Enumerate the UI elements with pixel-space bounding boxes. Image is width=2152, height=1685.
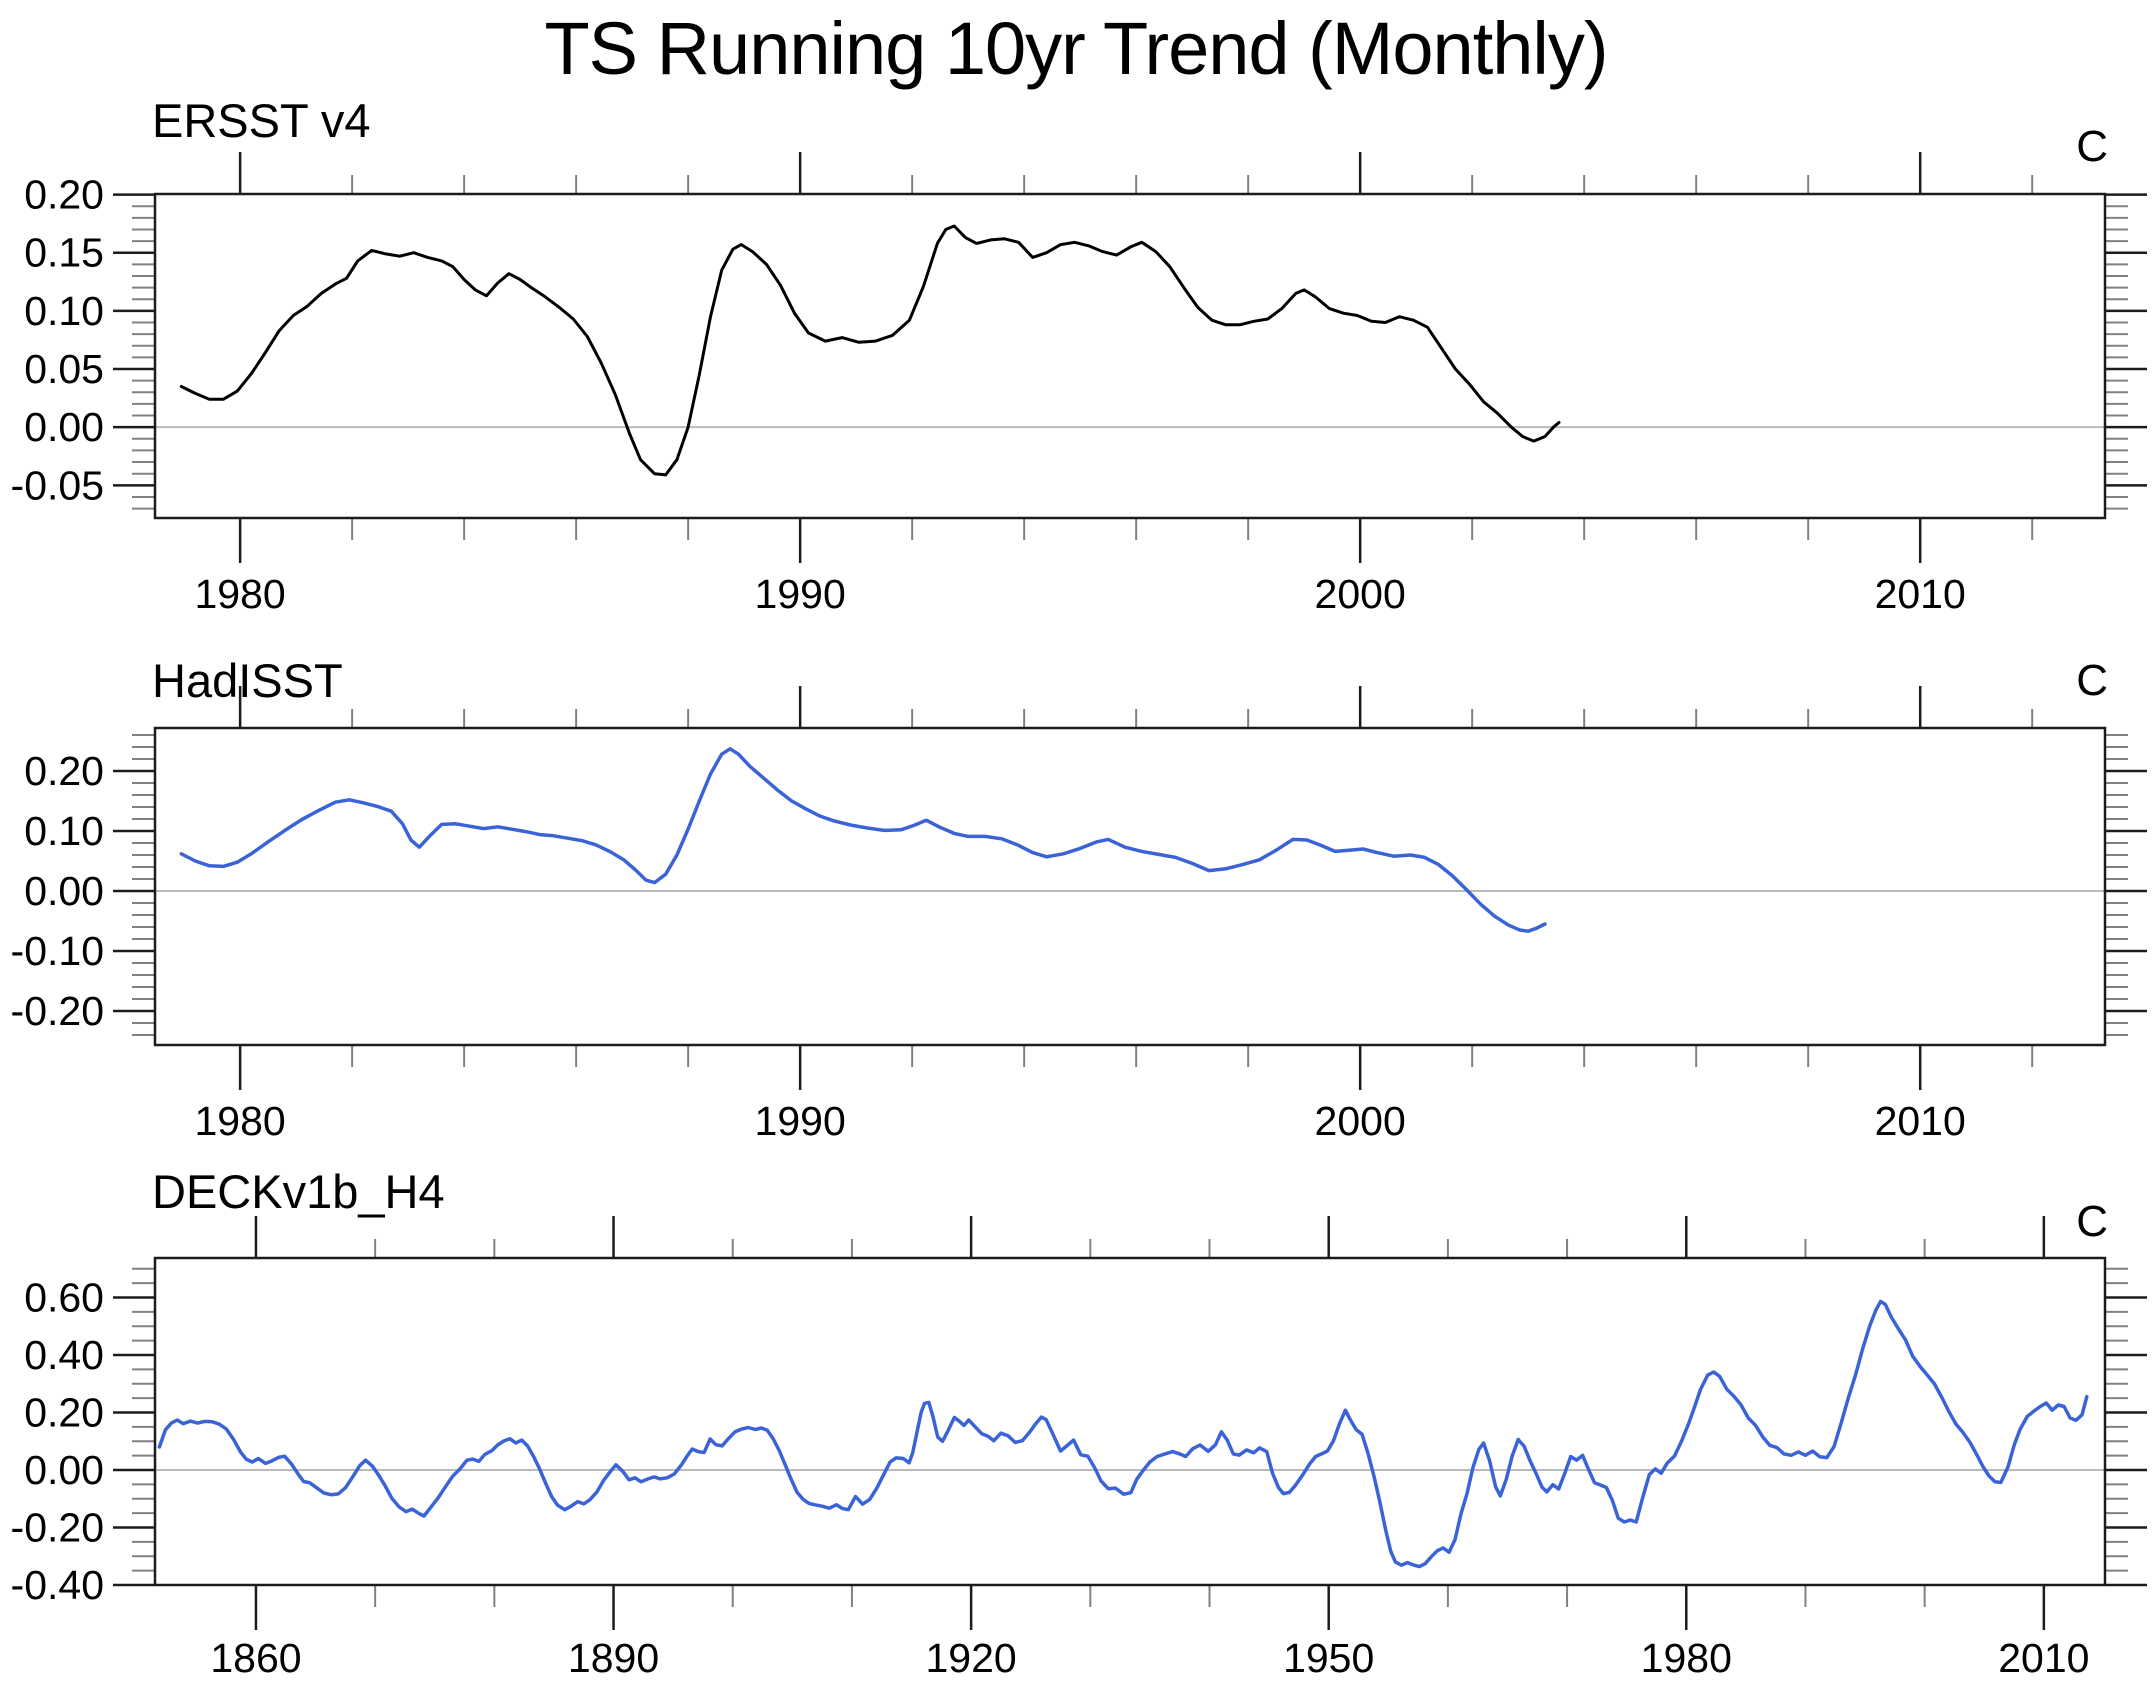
panel-2-x-tick-label: 1980 (195, 1098, 286, 1144)
panel-1-series-line (179, 224, 1561, 477)
panel-2-x-tick-label: 2010 (1875, 1098, 1966, 1144)
panel-3-frame (153, 1256, 2107, 1587)
panel-1-x-tick-label: 1980 (195, 571, 286, 617)
panel-2-y-tick-label: 0.20 (24, 748, 104, 794)
panel-1-y-tick-label: 0.10 (24, 288, 104, 334)
panel-1-y-tick-label: 0.05 (24, 346, 104, 392)
panel-2-series-line (179, 747, 1547, 933)
panel-3-y-tick-label: 0.60 (24, 1275, 104, 1321)
panel-3-x-tick-label: 1860 (210, 1635, 301, 1681)
panel-3-y-tick-label: 0.20 (24, 1390, 104, 1436)
panel-unit-label-3: C (2076, 1197, 2108, 1246)
panel-title-ersst-v4: ERSST v4 (152, 94, 371, 147)
panel-2-x-tick-label: 2000 (1315, 1098, 1406, 1144)
panel-3-y-tick-label: 0.00 (24, 1447, 104, 1493)
panel-1-y-tick-label: -0.05 (11, 462, 104, 508)
panel-3-x-tick-label: 1950 (1283, 1635, 1374, 1681)
chart-title: TS Running 10yr Trend (Monthly) (544, 7, 1608, 90)
panel-2-frame (153, 726, 2107, 1047)
panel-3-y-tick-label: -0.20 (11, 1505, 104, 1551)
panel-1-x-tick-label: 2010 (1875, 571, 1966, 617)
panel-1-y-tick-label: 0.20 (24, 172, 104, 218)
panel-unit-label-1: C (2076, 122, 2108, 171)
panel-3-x-tick-label: 1980 (1641, 1635, 1732, 1681)
panel-2-y-tick-label: -0.20 (11, 988, 104, 1034)
panel-title-hadisst: HadISST (152, 654, 343, 707)
panel-2-y-tick-label: 0.00 (24, 868, 104, 914)
panel-1-frame (153, 192, 2107, 520)
panel-2-x-tick-label: 1990 (755, 1098, 846, 1144)
panel-unit-label-2: C (2076, 656, 2108, 705)
panel-2-y-tick-label: 0.10 (24, 808, 104, 854)
panel-3-x-tick-label: 1920 (926, 1635, 1017, 1681)
panel-3-y-tick-label: -0.40 (11, 1562, 104, 1608)
panel-3-series-line (157, 1299, 2089, 1569)
panel-3-y-tick-label: 0.40 (24, 1332, 104, 1378)
panel-3-x-tick-label: 1890 (568, 1635, 659, 1681)
panel-1-y-tick-label: 0.15 (24, 230, 104, 276)
panel-title-deckv1b-h4: DECKv1b_H4 (152, 1165, 445, 1218)
panel-1-x-tick-label: 2000 (1315, 571, 1406, 617)
panel-1-x-tick-label: 1990 (755, 571, 846, 617)
panel-3-x-tick-label: 2010 (1998, 1635, 2089, 1681)
panel-2-y-tick-label: -0.10 (11, 928, 104, 974)
panel-1-y-tick-label: 0.00 (24, 404, 104, 450)
